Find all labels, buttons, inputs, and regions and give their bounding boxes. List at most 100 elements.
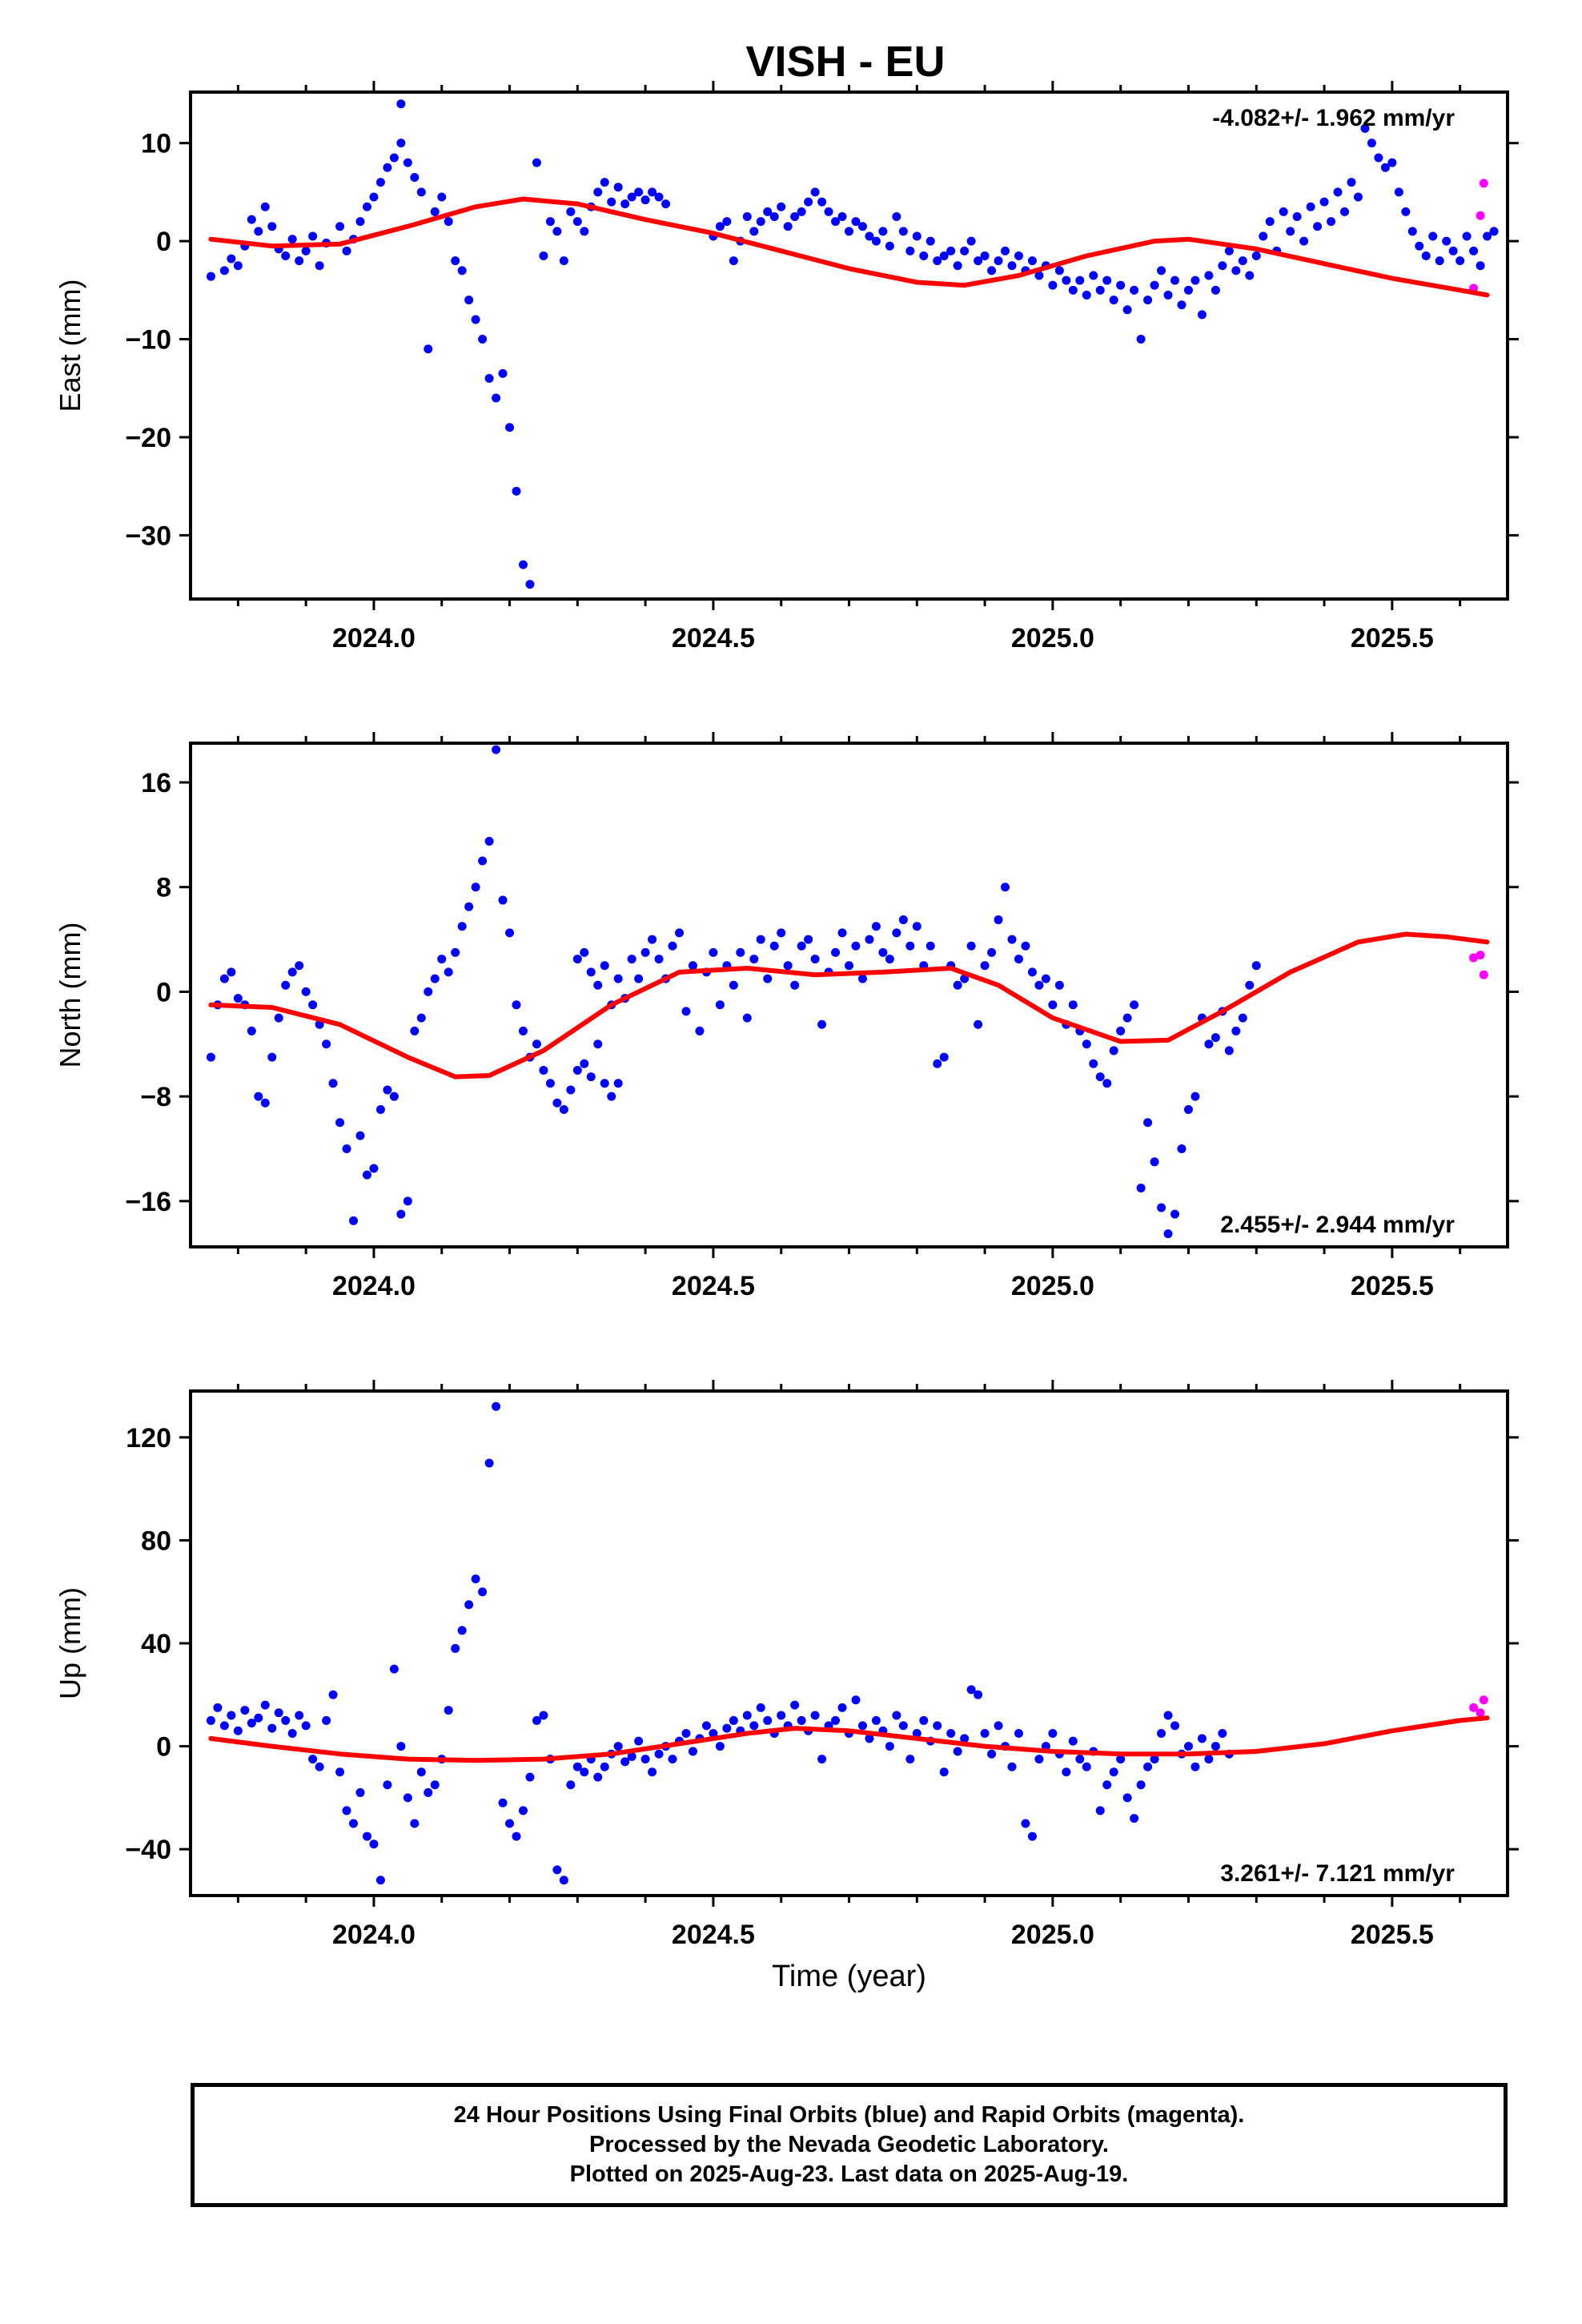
final-orbit-point — [939, 251, 949, 260]
final-orbit-point — [898, 915, 908, 925]
final-orbit-point — [987, 947, 997, 957]
final-orbit-point — [1157, 1729, 1166, 1738]
final-orbit-point — [1095, 1806, 1105, 1815]
data-group-up — [206, 1401, 1490, 1885]
final-orbit-point — [301, 246, 311, 255]
y-tick-label: 0 — [156, 1732, 171, 1763]
final-orbit-point — [715, 1742, 725, 1751]
final-orbit-point — [1279, 207, 1288, 216]
final-orbit-point — [851, 941, 861, 951]
final-orbit-point — [661, 199, 671, 209]
final-orbit-point — [600, 178, 609, 187]
final-orbit-point — [783, 222, 793, 231]
final-orbit-point — [1204, 1755, 1214, 1764]
final-orbit-point — [1421, 251, 1431, 260]
final-orbit-point — [375, 1104, 385, 1114]
final-orbit-point — [287, 967, 297, 977]
final-orbit-point — [1007, 1762, 1017, 1771]
final-orbit-point — [403, 158, 412, 167]
final-orbit-point — [1401, 207, 1411, 216]
final-orbit-point — [430, 207, 440, 216]
final-orbit-point — [729, 980, 738, 990]
final-orbit-point — [919, 1715, 929, 1725]
final-orbit-point — [247, 215, 256, 224]
velocity-rate-label: -4.082+/- 1.962 mm/yr — [1212, 105, 1455, 131]
final-orbit-point — [315, 1762, 324, 1771]
final-orbit-point — [905, 246, 915, 255]
final-orbit-point — [572, 217, 582, 227]
final-orbit-point — [451, 256, 460, 266]
final-orbit-point — [1116, 1026, 1126, 1035]
final-orbit-point — [749, 955, 759, 964]
y-tick-label: 8 — [156, 873, 171, 903]
final-orbit-point — [403, 1793, 412, 1803]
final-orbit-point — [1143, 296, 1153, 305]
final-orbit-point — [607, 1092, 616, 1101]
final-orbit-point — [613, 183, 623, 192]
final-orbit-point — [1143, 1118, 1153, 1128]
final-orbit-point — [1116, 1755, 1126, 1764]
rapid-orbit-point — [1479, 1695, 1488, 1705]
final-orbit-point — [1380, 163, 1390, 172]
final-orbit-point — [389, 153, 399, 163]
final-orbit-point — [845, 961, 853, 971]
final-orbit-point — [946, 1729, 956, 1738]
y-tick-label: −16 — [125, 1187, 171, 1217]
final-orbit-point — [328, 1079, 338, 1088]
final-orbit-point — [946, 246, 956, 255]
final-orbit-point — [424, 987, 433, 996]
final-orbit-point — [572, 955, 582, 964]
final-orbit-point — [227, 1711, 236, 1720]
final-orbit-point — [457, 266, 467, 275]
final-orbit-point — [804, 935, 813, 944]
final-orbit-point — [287, 1729, 297, 1738]
final-orbit-point — [437, 192, 447, 202]
final-orbit-point — [640, 947, 650, 957]
final-orbit-point — [668, 941, 677, 951]
final-orbit-point — [1130, 1000, 1139, 1010]
final-orbit-point — [566, 1085, 576, 1095]
panel-up: 2024.0 2024.5 2025.0 2025.5 120 80 40 0 −40 Up (m… — [54, 1380, 1519, 1993]
final-orbit-point — [831, 217, 841, 227]
final-orbit-point — [817, 197, 827, 207]
final-orbit-point — [648, 187, 657, 197]
final-orbit-point — [1251, 251, 1261, 260]
x-tick-label: 2024.0 — [332, 623, 416, 653]
footer-line-3: Plotted on 2025-Aug-23. Last data on 202… — [569, 2161, 1129, 2187]
rapid-orbit-point — [1476, 1708, 1485, 1718]
final-orbit-point — [1136, 1183, 1146, 1192]
final-orbit-point — [1231, 1026, 1241, 1035]
final-orbit-point — [871, 922, 881, 931]
final-orbit-point — [1082, 1039, 1091, 1049]
final-orbit-point — [613, 1079, 623, 1088]
y-tick-label: 40 — [141, 1629, 171, 1659]
final-orbit-point — [804, 197, 813, 207]
final-orbit-point — [749, 227, 759, 236]
footer-line-1: 24 Hour Positions Using Final Orbits (bl… — [453, 2102, 1245, 2128]
final-orbit-point — [281, 1715, 291, 1725]
final-orbit-point — [668, 1755, 677, 1764]
y-tick-label: 0 — [156, 977, 171, 1007]
final-orbit-point — [824, 207, 833, 216]
x-tick-label: 2025.0 — [1011, 1920, 1094, 1950]
final-orbit-point — [308, 1000, 318, 1010]
final-orbit-point — [905, 1755, 915, 1764]
final-orbit-point — [933, 1721, 942, 1731]
final-orbit-point — [742, 211, 752, 221]
final-orbit-point — [777, 928, 786, 938]
final-orbit-point — [532, 1039, 541, 1049]
final-orbit-point — [709, 1729, 718, 1738]
final-orbit-point — [559, 256, 568, 266]
y-tick-label: −40 — [125, 1835, 171, 1865]
final-orbit-point — [552, 1865, 562, 1875]
final-orbit-point — [260, 202, 270, 211]
final-orbit-point — [593, 1039, 603, 1049]
x-tick-label: 2024.5 — [672, 623, 755, 653]
final-orbit-point — [532, 1715, 541, 1725]
final-orbit-point — [410, 173, 420, 183]
plot-frame-north — [189, 742, 1509, 1248]
final-orbit-point — [545, 1079, 555, 1088]
final-orbit-point — [810, 187, 820, 197]
final-orbit-point — [701, 1721, 711, 1731]
final-orbit-point — [1014, 1729, 1023, 1738]
